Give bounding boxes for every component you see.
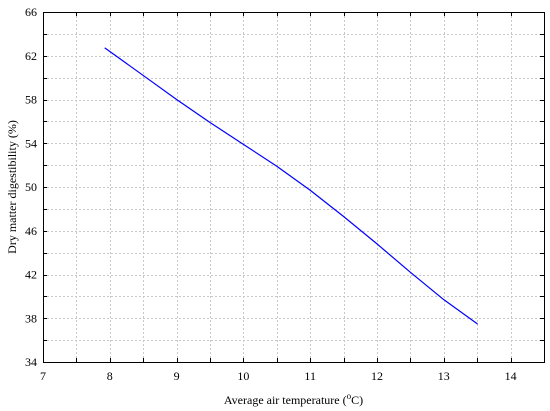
y-tick-labels: 34 38 42 46 50 54 58 62 66 bbox=[25, 5, 37, 369]
y-axis-title: Dry matter digestibility (%) bbox=[5, 120, 19, 254]
x-axis-title-main: Average air temperature ( bbox=[224, 393, 347, 407]
x-tick-label: 11 bbox=[304, 369, 316, 383]
y-tick-label: 38 bbox=[25, 311, 37, 325]
y-tick-label: 50 bbox=[25, 180, 37, 194]
x-tick-label: 9 bbox=[174, 369, 180, 383]
y-tick-label: 46 bbox=[25, 224, 37, 238]
x-tick-label: 14 bbox=[505, 369, 517, 383]
x-tick-label: 7 bbox=[40, 369, 46, 383]
y-tick-label: 58 bbox=[25, 93, 37, 107]
x-tick-label: 10 bbox=[237, 369, 249, 383]
x-tick-label: 12 bbox=[371, 369, 383, 383]
tick-marks bbox=[43, 12, 544, 362]
x-axis-title-degree: o bbox=[347, 391, 352, 401]
plot-frame bbox=[43, 12, 545, 363]
x-axis-title: Average air temperature (oC) bbox=[224, 391, 363, 407]
y-tick-label: 42 bbox=[25, 268, 37, 282]
series-layer bbox=[104, 47, 478, 325]
y-tick-label: 62 bbox=[25, 49, 37, 63]
x-tick-label: 8 bbox=[107, 369, 113, 383]
series-line-1 bbox=[104, 47, 478, 325]
y-tick-label: 54 bbox=[25, 136, 37, 150]
y-tick-label: 34 bbox=[25, 355, 37, 369]
grid-lines bbox=[43, 12, 544, 362]
x-tick-labels: 7 8 9 10 11 12 13 14 bbox=[40, 369, 517, 383]
x-tick-label: 13 bbox=[438, 369, 450, 383]
x-axis-title-suffix: C) bbox=[351, 393, 363, 407]
y-tick-label: 66 bbox=[25, 5, 37, 19]
